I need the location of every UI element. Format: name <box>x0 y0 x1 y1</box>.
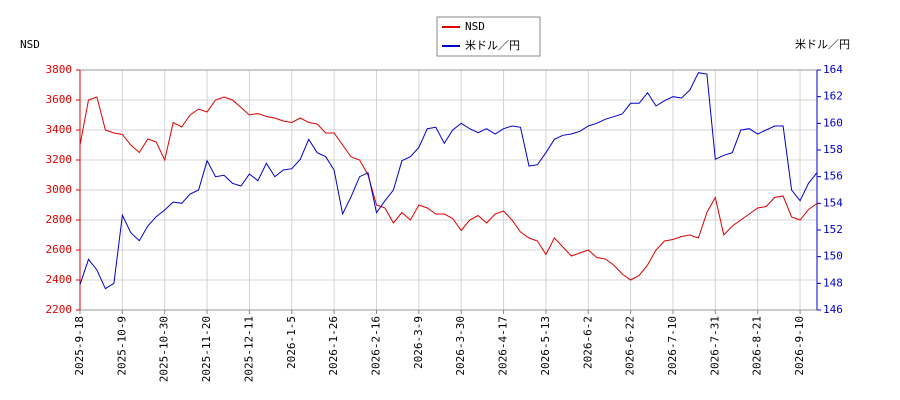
legend-label: 米ドル／円 <box>465 39 520 52</box>
y2-tick-label: 154 <box>823 196 843 209</box>
y-tick-label: 3000 <box>46 183 73 196</box>
y-tick-label: 3600 <box>46 93 73 106</box>
x-tick-label: 2026-2-16 <box>369 316 382 376</box>
y2-axis-title: 米ドル／円 <box>795 38 850 51</box>
y-axis-title: NSD <box>20 38 40 51</box>
legend: NSD 米ドル／円 <box>436 16 541 57</box>
y-tick-label: 2400 <box>46 273 73 286</box>
y2-tick-label: 164 <box>823 63 843 76</box>
legend-label: NSD <box>465 20 485 33</box>
series-line <box>79 96 818 281</box>
y2-tick-label: 146 <box>823 303 843 316</box>
x-tick-label: 2026-4-17 <box>497 316 510 376</box>
x-tick-label: 2026-1-26 <box>327 316 340 376</box>
y2-tick-label: 158 <box>823 143 843 156</box>
y-tick-label: 3800 <box>46 63 73 76</box>
x-tick-label: 2026-6-22 <box>624 316 637 376</box>
x-tick-label: 2026-1-5 <box>285 316 298 369</box>
y-tick-label: 3400 <box>46 123 73 136</box>
x-tick-label: 2026-7-10 <box>666 316 679 376</box>
x-tick-label: 2026-3-9 <box>412 316 425 369</box>
x-tick-label: 2025-12-11 <box>242 316 255 382</box>
y2-tick-label: 150 <box>823 250 843 263</box>
y-tick-label: 2600 <box>46 243 73 256</box>
x-tick-label: 2026-7-31 <box>708 316 721 376</box>
y-tick-label: 2200 <box>46 303 73 316</box>
legend-box <box>436 16 541 57</box>
y2-tick-label: 160 <box>823 116 843 129</box>
x-tick-label: 2025-9-18 <box>73 316 86 376</box>
x-tick-label: 2025-11-20 <box>200 316 213 382</box>
x-tick-label: 2025-10-9 <box>115 316 128 376</box>
x-tick-label: 2026-6-2 <box>581 316 594 369</box>
y2-tick-label: 148 <box>823 276 843 289</box>
x-tick-label: 2026-3-30 <box>454 316 467 376</box>
series-line <box>79 72 818 290</box>
y2-tick-label: 162 <box>823 90 843 103</box>
y-tick-label: 3200 <box>46 153 73 166</box>
x-tick-label: 2025-10-30 <box>158 316 171 382</box>
y2-tick-label: 152 <box>823 223 843 236</box>
y2-tick-label: 156 <box>823 170 843 183</box>
x-tick-label: 2026-9-10 <box>793 316 806 376</box>
x-tick-label: 2026-5-13 <box>539 316 552 376</box>
y-tick-label: 2800 <box>46 213 73 226</box>
x-tick-label: 2026-8-21 <box>751 316 764 376</box>
